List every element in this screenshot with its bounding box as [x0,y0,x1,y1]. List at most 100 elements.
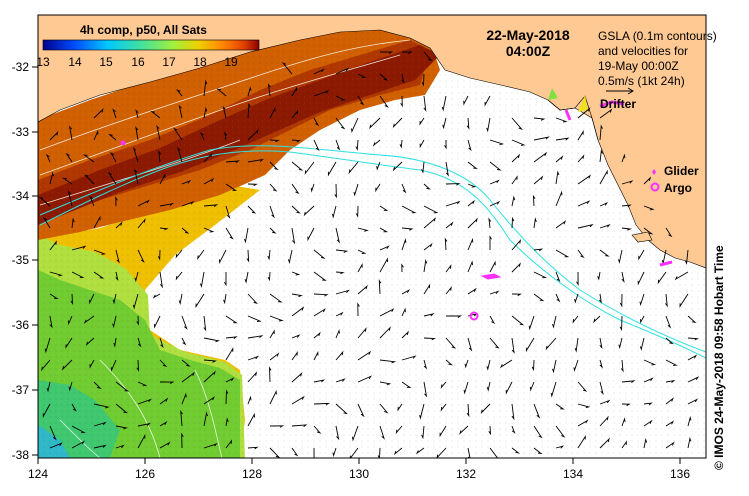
velocity-arrow [545,337,557,351]
velocity-arrow [351,425,359,442]
velocity-arrow [107,171,117,185]
velocity-arrow [401,289,411,295]
velocity-arrow [335,378,346,383]
velocity-arrow [533,271,547,279]
velocity-arrow [65,337,73,349]
velocity-arrow [511,262,521,273]
argo-float-marker [469,311,479,321]
velocity-arrow [423,337,436,341]
legend-drifter: Drifter [600,97,636,111]
velocity-arrow [577,174,592,185]
velocity-arrow [419,403,425,420]
velocity-arrow [132,146,139,163]
velocity-arrow [357,375,373,383]
velocity-arrow [621,271,625,283]
velocity-arrow [181,432,184,449]
velocity-arrow [445,161,449,177]
velocity-arrow [597,271,601,281]
velocity-arrow [665,227,673,238]
velocity-arrow [247,158,264,163]
drifter-track-marker-2 [564,109,572,121]
velocity-arrow [467,161,478,170]
velocity-arrow [115,221,123,229]
velocity-arrow [313,271,327,281]
x-tick-124: 124 [28,467,48,481]
velocity-arrow [137,337,142,348]
velocity-arrow [619,315,623,332]
velocity-arrow [310,183,315,193]
velocity-arrow [247,205,257,214]
velocity-arrow [269,293,283,303]
velocity-arrow [93,381,102,390]
velocity-arrow [555,271,561,283]
velocity-arrow [357,284,368,295]
velocity-arrow [687,376,700,383]
velocity-arrow [71,245,87,251]
velocity-arrow [49,271,63,277]
velocity-arrow [225,336,238,340]
velocity-arrow [619,293,623,308]
velocity-arrow [577,154,585,163]
composite-label: 4h comp, p50, All Sats [80,23,207,37]
plot-frame [37,14,707,459]
velocity-arrow [304,161,315,175]
velocity-arrow [511,293,522,297]
velocity-arrow [573,359,579,373]
velocity-arrow [225,227,234,240]
velocity-arrow [291,293,303,298]
velocity-arrow [159,441,171,449]
velocity-arrow [599,381,604,395]
velocity-arrow [313,249,326,259]
velocity-arrow [643,437,648,449]
velocity-arrow [203,370,216,383]
velocity-arrow [401,227,414,231]
velocity-arrow [203,227,215,233]
velocity-arrow [224,272,227,287]
velocity-arrow [378,279,382,295]
velocity-arrow [423,258,428,273]
velocity-arrow [291,183,300,195]
velocity-arrow [528,315,535,331]
velocity-arrow [93,249,107,255]
velocity-arrow [203,152,213,163]
velocity-arrow [511,216,515,229]
velocity-arrow [555,293,561,303]
velocity-arrow [244,227,249,244]
velocity-arrow [46,381,51,393]
velocity-arrow [203,443,218,449]
velocity-arrow [180,409,183,427]
velocity-arrow [511,175,518,185]
velocity-arrow [599,399,611,405]
velocity-arrow [576,271,579,286]
velocity-arrow [181,227,190,234]
velocity-arrow [175,249,183,259]
velocity-arrow [203,106,208,119]
velocity-arrow [532,194,536,207]
velocity-arrow [137,398,152,405]
velocity-arrow [574,293,579,304]
velocity-arrow [115,196,118,207]
velocity-arrow [348,161,359,175]
velocity-arrow [598,293,602,304]
velocity-arrow [353,183,359,197]
velocity-arrow [49,130,59,141]
velocity-arrow [357,327,367,339]
velocity-arrow [62,177,73,185]
velocity-arrow [599,201,609,207]
velocity-arrow [379,227,389,233]
velocity-arrow [137,422,151,427]
velocity-arrow [335,329,340,339]
velocity-arrow [137,433,146,449]
velocity-arrow [439,425,447,438]
velocity-arrow [269,106,276,119]
velocity-arrow [93,108,104,119]
markers [120,100,673,321]
velocity-arrow [657,271,667,285]
velocity-arrow [335,249,349,253]
velocity-arrow [291,395,305,405]
velocity-arrow [379,403,389,414]
velocity-arrow [511,139,526,146]
velocity-arrow [620,359,624,373]
velocity-arrow [181,337,187,346]
velocity-arrow [335,271,345,275]
